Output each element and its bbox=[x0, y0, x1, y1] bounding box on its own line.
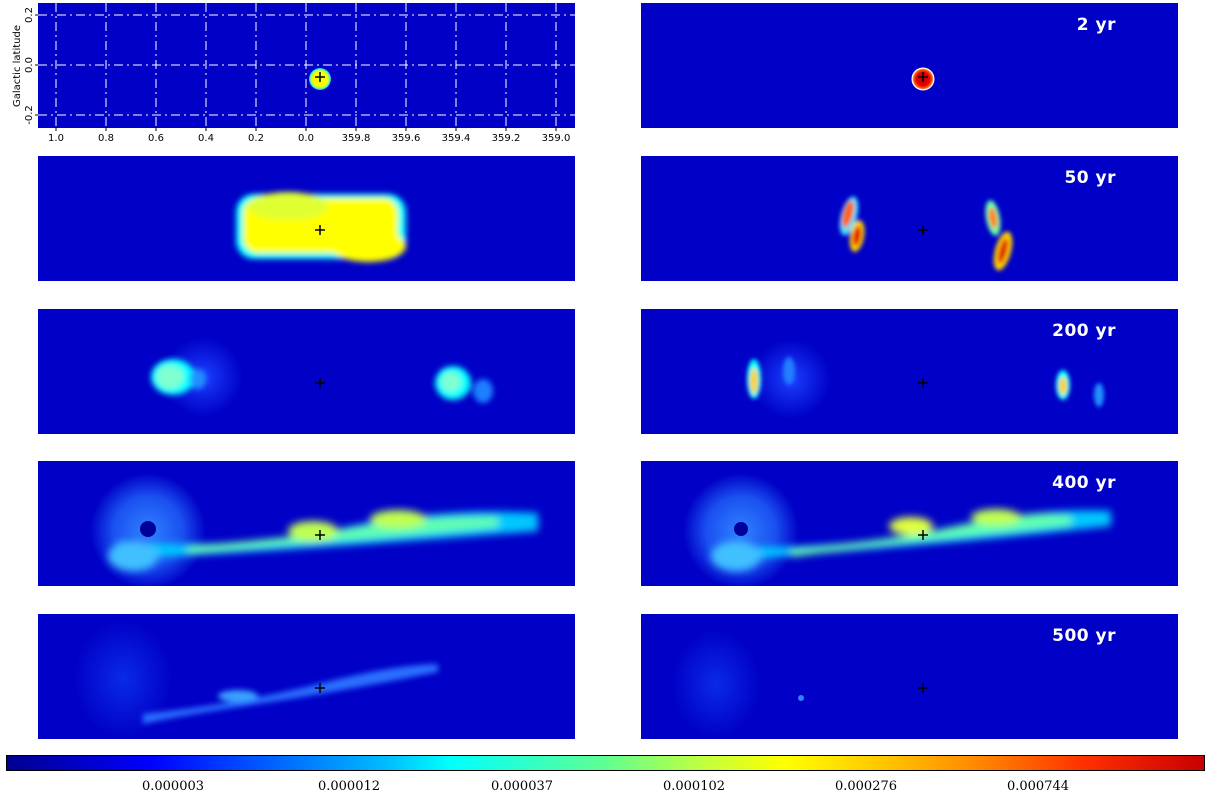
x-tick-label: 0.6 bbox=[148, 133, 164, 144]
map-panel-right-4: 400 yr bbox=[641, 461, 1178, 586]
map-panel-right-2: 50 yr bbox=[641, 156, 1178, 281]
emission-cloud bbox=[151, 359, 493, 403]
map-panel-right-3: 200 yr bbox=[641, 309, 1178, 434]
center-marker bbox=[315, 72, 325, 82]
x-axis-ticks: 1.0 0.8 0.6 0.4 0.2 0.0 359.8 359.6 359.4 359.2 35… bbox=[48, 128, 570, 144]
map-left-1 bbox=[38, 3, 575, 128]
map-panel-left-3 bbox=[38, 309, 575, 434]
y-axis-ticks: 0.2 0.0 -0.2 bbox=[24, 7, 38, 125]
map-panel-left-2 bbox=[38, 156, 575, 281]
map-left-2 bbox=[236, 192, 406, 262]
x-tick-label: 359.6 bbox=[392, 133, 421, 144]
map-right-3 bbox=[747, 339, 1104, 419]
map-panel-left-5 bbox=[38, 614, 575, 739]
map-right-4 bbox=[683, 473, 1111, 586]
map-left-5 bbox=[73, 619, 438, 739]
time-label: 400 yr bbox=[1052, 473, 1116, 493]
halo bbox=[73, 619, 173, 739]
grid-lines bbox=[38, 3, 575, 128]
map-panel-left-1 bbox=[38, 3, 575, 128]
map-panel-right-5: 500 yr bbox=[641, 614, 1178, 739]
x-tick-label: 1.0 bbox=[48, 133, 64, 144]
center-marker bbox=[918, 683, 928, 693]
map-right-5 bbox=[671, 629, 928, 739]
center-marker bbox=[918, 530, 928, 540]
emission-lobes bbox=[747, 357, 1104, 407]
y-tick-label: 0.0 bbox=[24, 57, 35, 73]
map-panel-left-4 bbox=[38, 461, 575, 586]
time-label: 500 yr bbox=[1052, 626, 1116, 646]
colorbar-tick-label: 0.000276 bbox=[834, 779, 898, 794]
center-marker bbox=[315, 225, 325, 235]
emission-band bbox=[143, 664, 438, 724]
x-tick-label: 0.4 bbox=[198, 133, 214, 144]
emission-band bbox=[711, 509, 1111, 571]
y-tick-label: -0.2 bbox=[24, 105, 35, 125]
x-tick-label: 359.4 bbox=[442, 133, 471, 144]
x-tick-label: 0.8 bbox=[98, 133, 114, 144]
center-marker bbox=[918, 378, 928, 388]
x-tick-label: 359.0 bbox=[542, 133, 571, 144]
time-label: 50 yr bbox=[1064, 168, 1116, 188]
faint-spot bbox=[798, 695, 804, 701]
center-marker bbox=[315, 683, 325, 693]
emission-cloud bbox=[236, 192, 406, 262]
emission-lobes bbox=[839, 196, 1013, 271]
map-right-1 bbox=[911, 67, 935, 91]
dark-spot bbox=[140, 521, 156, 537]
center-marker bbox=[918, 72, 928, 82]
dark-spot bbox=[734, 522, 748, 536]
colorbar-tick-label: 0.000102 bbox=[662, 779, 726, 794]
y-tick-label: 0.2 bbox=[24, 7, 35, 23]
emission-band bbox=[108, 510, 538, 571]
center-marker bbox=[315, 378, 325, 388]
map-right-2 bbox=[839, 196, 1013, 271]
time-label: 2 yr bbox=[1076, 15, 1116, 35]
halo bbox=[671, 629, 761, 739]
y-axis-label: Galactic latitude bbox=[12, 25, 23, 107]
center-marker bbox=[918, 225, 928, 235]
x-tick-label: 0.0 bbox=[298, 133, 314, 144]
axes-overlay: 1.0 0.8 0.6 0.4 0.2 0.0 359.8 359.6 359.4 359.2 35… bbox=[12, 7, 570, 144]
colorbar bbox=[6, 755, 1205, 771]
map-left-4 bbox=[90, 473, 538, 586]
x-tick-label: 0.2 bbox=[248, 133, 264, 144]
center-marker bbox=[315, 530, 325, 540]
colorbar-tick-label: 0.000037 bbox=[490, 779, 554, 794]
map-panel-right-1: 2 yr bbox=[641, 3, 1178, 128]
colorbar-tick-label: 0.000744 bbox=[1006, 779, 1070, 794]
x-tick-label: 359.2 bbox=[492, 133, 521, 144]
time-label: 200 yr bbox=[1052, 321, 1116, 341]
colorbar-tick-label: 0.000003 bbox=[141, 779, 205, 794]
x-tick-label: 359.8 bbox=[342, 133, 371, 144]
map-left-3 bbox=[151, 337, 493, 417]
colorbar-tick-label: 0.000012 bbox=[317, 779, 381, 794]
